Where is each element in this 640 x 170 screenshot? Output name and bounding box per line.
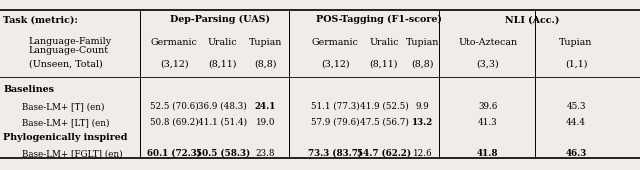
Text: Tupian: Tupian <box>559 38 593 47</box>
Text: 73.3 (83.7): 73.3 (83.7) <box>308 149 362 158</box>
Text: (8,11): (8,11) <box>370 59 398 68</box>
Text: 52.5 (70.6): 52.5 (70.6) <box>150 102 198 111</box>
Text: 41.3: 41.3 <box>478 118 497 127</box>
Text: Base-LM+ [T] (en): Base-LM+ [T] (en) <box>22 102 105 111</box>
Text: 60.1 (72.3): 60.1 (72.3) <box>147 149 201 158</box>
Text: 57.9 (79.6): 57.9 (79.6) <box>311 118 360 127</box>
Text: NLI (Acc.): NLI (Acc.) <box>505 15 559 24</box>
Text: 9.9: 9.9 <box>415 102 429 111</box>
Text: Baselines: Baselines <box>3 85 54 94</box>
Text: Phylogenically inspired: Phylogenically inspired <box>3 133 127 142</box>
Text: 12.6: 12.6 <box>413 149 432 158</box>
Text: 50.5 (58.3): 50.5 (58.3) <box>196 149 250 158</box>
Text: 41.1 (51.4): 41.1 (51.4) <box>198 118 247 127</box>
Text: 47.5 (56.7): 47.5 (56.7) <box>360 118 408 127</box>
Text: 13.2: 13.2 <box>412 118 433 127</box>
Text: Tupian: Tupian <box>406 38 439 47</box>
Text: (8,11): (8,11) <box>209 59 237 68</box>
Text: Germanic: Germanic <box>312 38 359 47</box>
Text: (3,12): (3,12) <box>160 59 188 68</box>
Text: Dep-Parsing (UAS): Dep-Parsing (UAS) <box>170 15 270 24</box>
Text: Tupian: Tupian <box>249 38 282 47</box>
Text: 41.9 (52.5): 41.9 (52.5) <box>360 102 408 111</box>
Text: (8,8): (8,8) <box>254 59 277 68</box>
Text: (3,12): (3,12) <box>321 59 349 68</box>
Text: 51.1 (77.3): 51.1 (77.3) <box>311 102 360 111</box>
Text: 39.6: 39.6 <box>478 102 497 111</box>
Text: Germanic: Germanic <box>150 38 198 47</box>
Text: Language-Family: Language-Family <box>29 37 112 46</box>
Text: 44.4: 44.4 <box>566 118 586 127</box>
Text: (1,1): (1,1) <box>564 59 588 68</box>
Text: Uralic: Uralic <box>208 38 237 47</box>
Text: 50.8 (69.2): 50.8 (69.2) <box>150 118 198 127</box>
Text: 23.8: 23.8 <box>256 149 275 158</box>
Text: 46.3: 46.3 <box>565 149 587 158</box>
Text: 45.3: 45.3 <box>566 102 586 111</box>
Text: Uralic: Uralic <box>369 38 399 47</box>
Text: 19.0: 19.0 <box>256 118 275 127</box>
Text: POS-Tagging (F1-score): POS-Tagging (F1-score) <box>316 15 442 24</box>
Text: Task (metric):: Task (metric): <box>3 15 78 24</box>
Text: Language-Count: Language-Count <box>29 46 109 55</box>
Text: 41.8: 41.8 <box>477 149 499 158</box>
Text: Base-LM+ [FGLT] (en): Base-LM+ [FGLT] (en) <box>22 149 123 158</box>
Text: (8,8): (8,8) <box>411 59 434 68</box>
Text: (3,3): (3,3) <box>476 59 499 68</box>
Text: Base-LM+ [LT] (en): Base-LM+ [LT] (en) <box>22 118 110 127</box>
Text: Uto-Aztecan: Uto-Aztecan <box>458 38 517 47</box>
Text: (Unseen, Total): (Unseen, Total) <box>29 59 102 68</box>
Text: 24.1: 24.1 <box>255 102 276 111</box>
Text: 36.9 (48.3): 36.9 (48.3) <box>198 102 247 111</box>
Text: 54.7 (62.2): 54.7 (62.2) <box>357 149 411 158</box>
